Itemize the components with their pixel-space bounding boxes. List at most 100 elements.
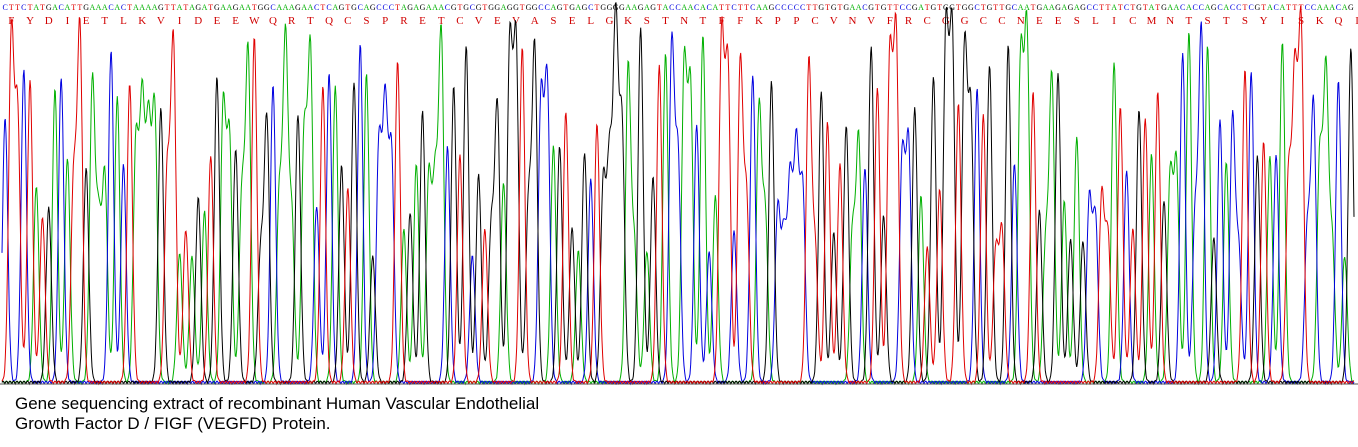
amino-acid: E <box>214 15 221 27</box>
base-call: T <box>657 3 662 12</box>
base-call: A <box>227 3 233 12</box>
base-call: A <box>177 3 183 12</box>
base-call: C <box>694 3 699 12</box>
base-call: A <box>1061 3 1067 12</box>
base-call: T <box>1000 3 1005 12</box>
base-call: G <box>351 3 357 12</box>
base-call: A <box>575 3 581 12</box>
base-call: T <box>208 3 213 12</box>
base-call: C <box>675 3 680 12</box>
amino-acid: C <box>456 15 463 27</box>
amino-acid: L <box>1092 15 1099 27</box>
base-call: G <box>1036 3 1042 12</box>
base-call: T <box>719 3 724 12</box>
base-call: A <box>283 3 289 12</box>
amino-acid: V <box>867 15 875 27</box>
base-call: T <box>28 3 33 12</box>
base-call: A <box>89 3 95 12</box>
amino-acid: T <box>1223 15 1230 27</box>
base-call: A <box>438 3 444 12</box>
amino-acid: E <box>1055 15 1062 27</box>
base-call: A <box>631 3 637 12</box>
base-call: T <box>183 3 188 12</box>
base-call: G <box>613 3 619 12</box>
base-call: A <box>681 3 687 12</box>
base-call: C <box>1199 3 1204 12</box>
amino-acid: V <box>157 15 165 27</box>
base-call: C <box>974 3 979 12</box>
amino-acid: C <box>1129 15 1136 27</box>
base-call: C <box>59 3 64 12</box>
amino-acid: T <box>307 15 314 27</box>
base-call: T <box>993 3 998 12</box>
base-call: T <box>806 3 811 12</box>
base-call: C <box>906 3 911 12</box>
trace-g <box>1 2 1355 386</box>
amino-acid: C <box>344 15 351 27</box>
base-call: G <box>451 3 457 12</box>
base-call: A <box>33 3 39 12</box>
amino-acid: T <box>662 15 669 27</box>
base-call: G <box>912 3 918 12</box>
amino-acid: N <box>848 15 856 27</box>
base-call: A <box>501 3 507 12</box>
base-call: C <box>108 3 113 12</box>
amino-acid: P <box>775 15 781 27</box>
base-call: A <box>1074 3 1080 12</box>
base-call: G <box>931 3 937 12</box>
base-call: T <box>457 3 462 12</box>
base-call: C <box>731 3 736 12</box>
base-call: G <box>638 3 644 12</box>
base-call: G <box>569 3 575 12</box>
base-call: T <box>1286 3 1291 12</box>
base-call: C <box>900 3 905 12</box>
base-call: A <box>202 3 208 12</box>
base-call: T <box>1031 3 1036 12</box>
base-call: C <box>121 3 126 12</box>
amino-acid: N <box>1017 15 1025 27</box>
base-call: G <box>494 3 500 12</box>
base-call: T <box>1243 3 1248 12</box>
base-call: A <box>52 3 58 12</box>
amino-acid: V <box>830 15 838 27</box>
base-call: G <box>195 3 201 12</box>
base-call: G <box>1211 3 1217 12</box>
base-call: C <box>21 3 26 12</box>
base-call: T <box>71 3 76 12</box>
amino-acid: G <box>605 15 613 27</box>
base-call: A <box>1267 3 1273 12</box>
base-call: A <box>308 3 314 12</box>
base-call: A <box>301 3 307 12</box>
base-call: C <box>1336 3 1341 12</box>
base-call: C <box>314 3 319 12</box>
caption-line-1: Gene sequencing extract of recombinant H… <box>15 394 540 413</box>
base-call: C <box>706 3 711 12</box>
base-call: C <box>1093 3 1098 12</box>
base-call: C <box>669 3 674 12</box>
base-call: A <box>1323 3 1329 12</box>
base-call: T <box>1118 3 1123 12</box>
amino-acid: S <box>1074 15 1080 27</box>
amino-acid: Y <box>1260 15 1268 27</box>
base-call: C <box>358 3 363 12</box>
base-call: C <box>376 3 381 12</box>
amino-acid: E <box>419 15 426 27</box>
base-call: T <box>825 3 830 12</box>
base-call: T <box>813 3 818 12</box>
base-call: A <box>1043 3 1049 12</box>
base-call: C <box>1087 3 1092 12</box>
amino-acid: S <box>363 15 369 27</box>
base-call: C <box>588 3 593 12</box>
amino-acid: E <box>494 15 501 27</box>
base-call: C <box>1311 3 1316 12</box>
amino-acid: K <box>755 15 763 27</box>
base-call: A <box>663 3 669 12</box>
base-call: C <box>470 3 475 12</box>
base-call: A <box>1174 3 1180 12</box>
amino-acid: D <box>194 15 202 27</box>
base-call: T <box>165 3 170 12</box>
trace-c <box>1 21 1355 386</box>
trace-a <box>1 9 1355 386</box>
base-call: T <box>171 3 176 12</box>
